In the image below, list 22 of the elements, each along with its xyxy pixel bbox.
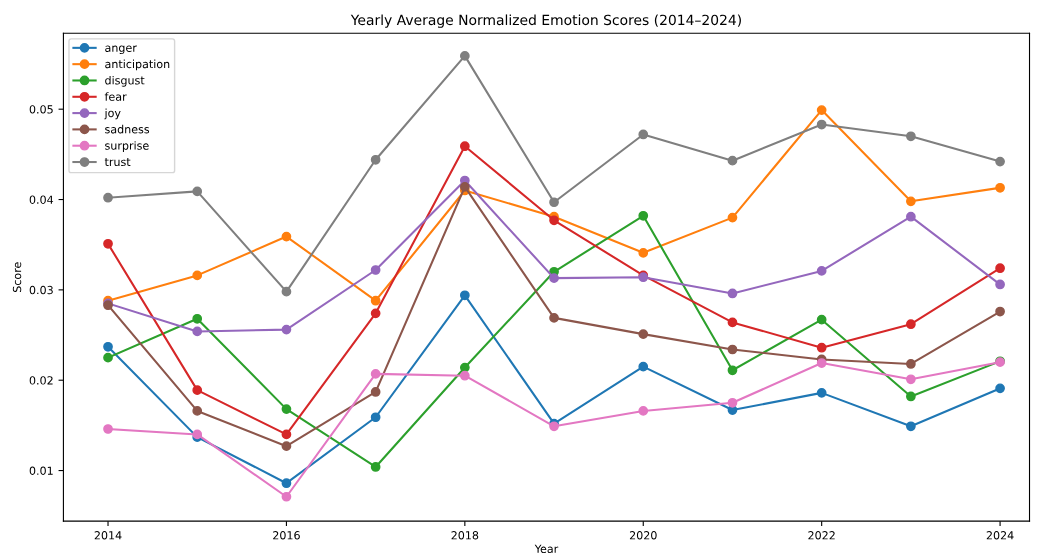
y-tick-label: 0.05 (29, 105, 53, 114)
x-tick-label: 2018 (451, 531, 479, 540)
y-tick-label: 0.03 (29, 285, 53, 295)
legend-label: trust (104, 158, 131, 167)
y-tick-label: 0.04 (29, 195, 54, 204)
x-tick-label: 2014 (94, 531, 122, 540)
x-tick-label: 2024 (986, 531, 1014, 540)
chart-title: Yearly Average Normalized Emotion Scores (2014–2024) (350, 14, 741, 28)
y-axis-title: Score (12, 262, 22, 293)
legend-label: sadness (105, 124, 150, 134)
x-tick-label: 2016 (273, 531, 300, 540)
y-tick-label: 0.01 (29, 466, 53, 475)
y-tick-label: 0.02 (29, 376, 53, 385)
x-tick-label: 2020 (629, 531, 657, 540)
legend-label: fear (104, 92, 127, 101)
legend-label: surprise (105, 141, 149, 152)
legend-label: anticipation (105, 59, 170, 71)
legend-label: disgust (105, 75, 145, 87)
legend-label: joy (104, 108, 121, 120)
x-axis-title: Year (534, 544, 559, 553)
x-tick-label: 2022 (808, 531, 835, 540)
legend-label: anger (105, 45, 137, 55)
